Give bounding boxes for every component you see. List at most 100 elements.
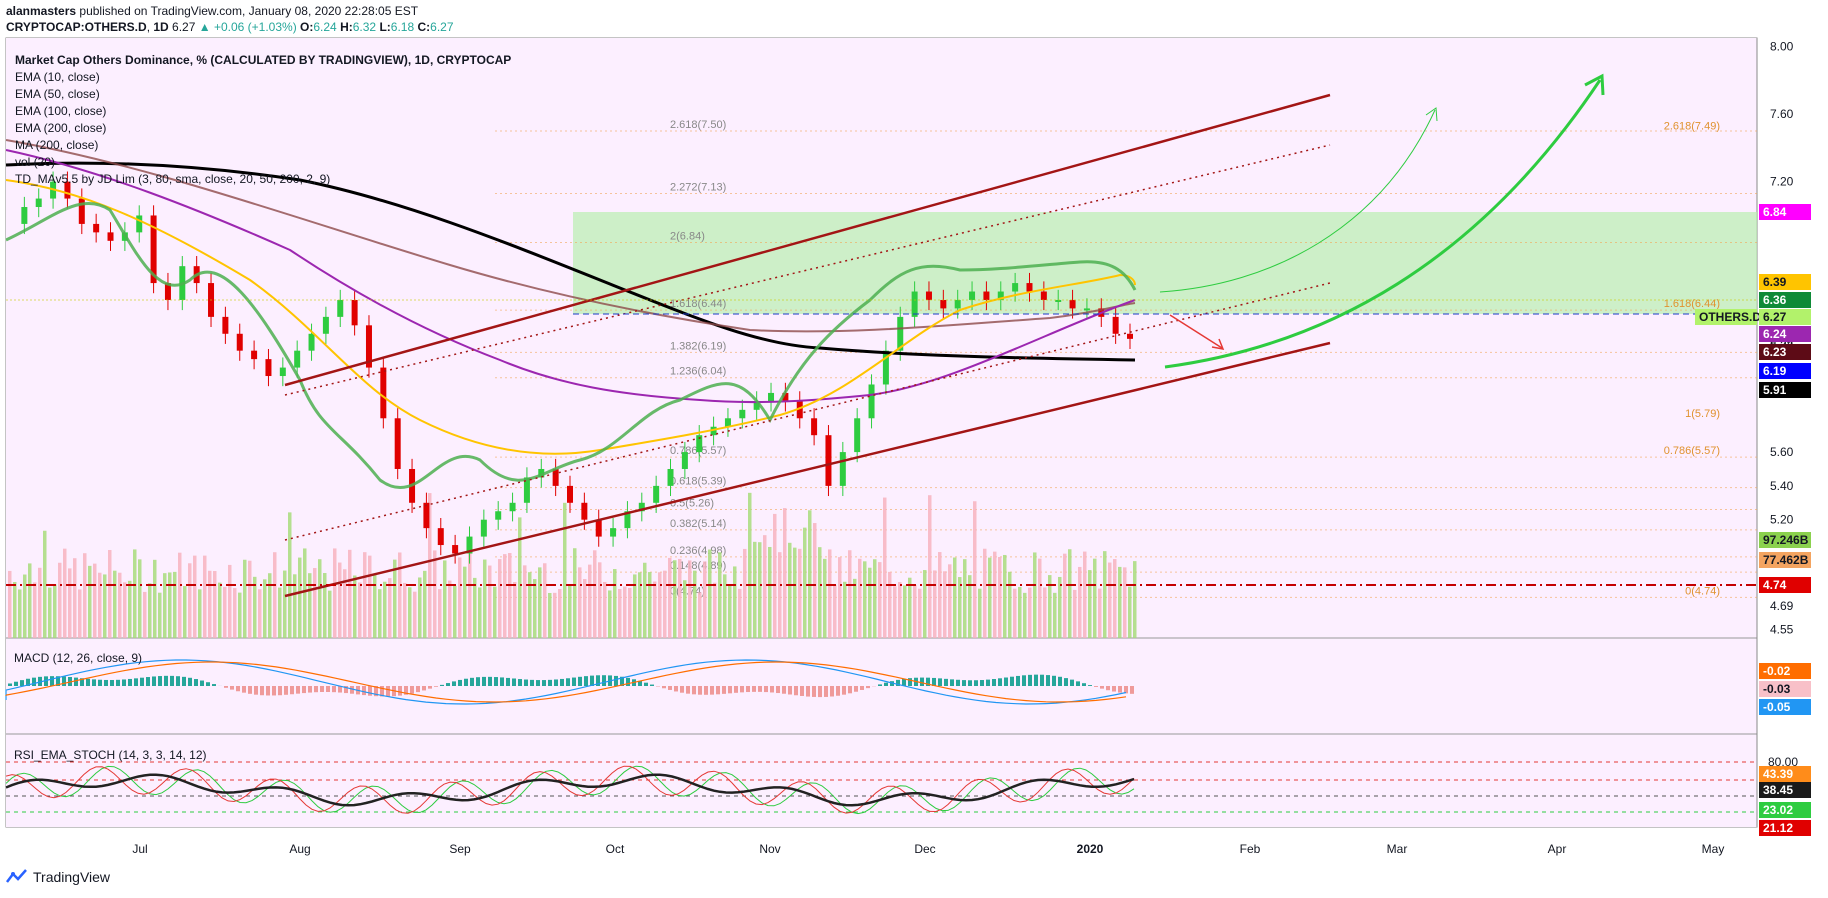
rsi-badge-label-2: 23.02 bbox=[1763, 803, 1793, 817]
macd-hist-bar bbox=[800, 686, 804, 696]
volume-bar bbox=[73, 558, 77, 638]
candle-body bbox=[1026, 283, 1033, 292]
volume-bar bbox=[648, 572, 652, 638]
macd-hist-bar bbox=[302, 686, 306, 694]
volume-bar bbox=[388, 578, 392, 638]
time-axis[interactable]: Jul Aug Sep Oct Nov Dec 2020 Feb Mar Apr May bbox=[132, 842, 1724, 856]
macd-hist-bar bbox=[782, 686, 786, 694]
volume-bar bbox=[1013, 588, 1017, 638]
volume-bar bbox=[393, 559, 397, 638]
macd-hist-bar bbox=[962, 680, 966, 686]
macd-hist-bar bbox=[614, 675, 618, 686]
volume-bar bbox=[843, 581, 847, 638]
fib-left-label-10: 0.236(4.98) bbox=[670, 545, 726, 557]
volume-bar bbox=[298, 557, 302, 638]
price-axis[interactable]: 8.007.607.206.606.396.246.235.605.405.20… bbox=[1768, 39, 1798, 769]
volume-bar bbox=[183, 586, 187, 638]
price-candles bbox=[21, 171, 1133, 564]
macd-hist-bar bbox=[578, 676, 582, 686]
volume-bar bbox=[668, 557, 672, 638]
candle-body bbox=[1012, 283, 1019, 292]
volume-bar bbox=[903, 585, 907, 638]
price-badge-label-3: OTHERS.D bbox=[1699, 310, 1761, 324]
candle-body bbox=[681, 452, 688, 469]
macd-hist-bar bbox=[1082, 683, 1086, 686]
macd-hist-bar bbox=[644, 682, 648, 686]
macd-hist-bar bbox=[284, 686, 288, 695]
volume-bar bbox=[288, 512, 292, 638]
volume-bar bbox=[833, 585, 837, 638]
volume-bar bbox=[1068, 549, 1072, 638]
volume-bar bbox=[358, 582, 362, 638]
macd-hist-bar bbox=[680, 686, 684, 693]
volume-bar bbox=[678, 558, 682, 638]
volume-bar bbox=[1133, 561, 1137, 638]
volume-bar bbox=[643, 562, 647, 638]
candle-body bbox=[1040, 291, 1047, 300]
macd-hist-bar bbox=[212, 684, 216, 686]
price-badge-8 bbox=[1759, 382, 1811, 398]
price-badge-label-10: 77.462B bbox=[1763, 553, 1809, 567]
candle-body bbox=[466, 536, 473, 554]
time-tick-5: Dec bbox=[914, 842, 935, 856]
macd-hist-bar bbox=[1064, 678, 1068, 686]
fib-right-label-3: 0.786(5.57) bbox=[1664, 445, 1720, 457]
candle-body bbox=[724, 418, 731, 427]
pullback-arrowhead bbox=[1211, 338, 1225, 350]
macd-hist-bar bbox=[416, 686, 420, 693]
volume-bar bbox=[438, 589, 442, 638]
author-name: alanmasters bbox=[6, 4, 77, 18]
chart-canvas[interactable]: 2.618(7.50) 2.272(7.13) 2(6.84) 1.618(6.44)… bbox=[0, 0, 1828, 860]
macd-hist-bar bbox=[410, 686, 414, 694]
macd-hist-bar bbox=[860, 686, 864, 690]
candle-body bbox=[1083, 308, 1090, 311]
price-tick-9: 5.20 bbox=[1770, 513, 1794, 527]
volume-bar bbox=[1088, 570, 1092, 638]
volume-bar bbox=[973, 501, 977, 638]
macd-hist-bar bbox=[26, 678, 30, 686]
price-change: ▲ +0.06 (+1.03%) bbox=[198, 20, 297, 34]
rsi-stoch-k bbox=[5, 765, 1135, 815]
fib-left-label-3: 1.618(6.44) bbox=[670, 298, 726, 310]
volume-bar bbox=[103, 574, 107, 638]
volume-bar bbox=[1048, 575, 1052, 638]
volume-bar bbox=[278, 587, 282, 638]
macd-hist-bar bbox=[482, 676, 486, 686]
macd-hist-bar bbox=[170, 675, 174, 686]
macd-badge-0 bbox=[1759, 663, 1811, 679]
volume-bar bbox=[53, 584, 57, 638]
footer-brand[interactable]: TradingView bbox=[6, 868, 110, 886]
macd-hist-bar bbox=[704, 686, 708, 695]
volume-bar bbox=[798, 548, 802, 638]
volume-bar bbox=[583, 579, 587, 638]
volume-bar bbox=[503, 554, 507, 638]
macd-hist-bar bbox=[992, 679, 996, 686]
price-tick-7: 5.60 bbox=[1770, 445, 1794, 459]
candle-body bbox=[365, 325, 372, 368]
macd-hist-bar bbox=[728, 686, 732, 694]
price-badge-label-2: 6.36 bbox=[1763, 293, 1787, 307]
volume-bar bbox=[913, 585, 917, 638]
candle-body bbox=[164, 283, 171, 300]
macd-hist-bar bbox=[1106, 686, 1110, 691]
volume-bar bbox=[243, 559, 247, 638]
volume-bar bbox=[323, 573, 327, 638]
candle-body bbox=[394, 418, 401, 469]
macd-badge-2 bbox=[1759, 699, 1811, 715]
macd-hist-bar bbox=[1088, 685, 1092, 686]
volume-bar bbox=[153, 559, 157, 638]
volume-bar bbox=[853, 578, 857, 638]
candle-body bbox=[480, 519, 487, 537]
price-badge-label-11: 4.74 bbox=[1763, 578, 1787, 592]
rsi-stoch-d bbox=[5, 765, 1135, 814]
macd-hist-bar bbox=[260, 686, 264, 696]
macd-hist-bar bbox=[554, 679, 558, 686]
price-badge-0 bbox=[1759, 204, 1811, 220]
time-tick-4: Nov bbox=[759, 842, 780, 856]
volume-bar bbox=[208, 570, 212, 638]
volume-bar bbox=[628, 587, 632, 638]
volume-bar bbox=[348, 549, 352, 638]
volume-bar bbox=[808, 510, 812, 638]
volume-bar bbox=[613, 569, 617, 638]
volume-bar bbox=[1043, 587, 1047, 638]
